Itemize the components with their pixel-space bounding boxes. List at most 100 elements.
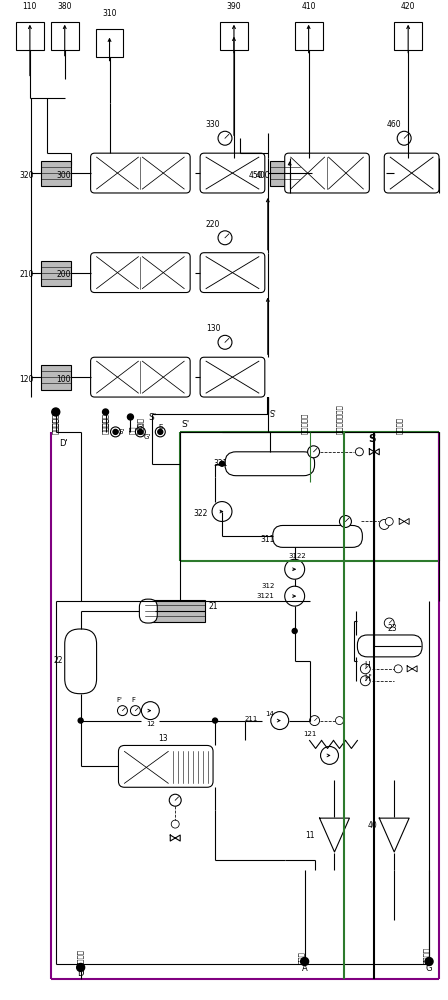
Circle shape — [425, 957, 433, 965]
Text: 211: 211 — [245, 716, 258, 722]
Text: 23: 23 — [388, 624, 397, 633]
Circle shape — [127, 414, 134, 420]
Circle shape — [397, 131, 411, 145]
FancyBboxPatch shape — [118, 745, 213, 787]
Circle shape — [52, 408, 60, 416]
FancyBboxPatch shape — [285, 153, 369, 193]
Text: 312: 312 — [261, 583, 275, 589]
Circle shape — [310, 716, 319, 726]
FancyBboxPatch shape — [90, 253, 190, 293]
Text: 低碳混合醇产品: 低碳混合醇产品 — [336, 404, 342, 434]
Text: H': H' — [364, 674, 372, 683]
Bar — [145, 600, 205, 622]
Text: D: D — [78, 969, 84, 978]
Bar — [270, 161, 300, 186]
Circle shape — [117, 706, 127, 716]
Circle shape — [138, 429, 143, 434]
Text: 120: 120 — [20, 375, 34, 384]
Circle shape — [292, 628, 297, 633]
Text: 330: 330 — [206, 120, 220, 129]
Text: 410: 410 — [302, 2, 316, 11]
Circle shape — [394, 665, 402, 673]
Text: 420: 420 — [401, 2, 415, 11]
Circle shape — [308, 446, 319, 458]
Circle shape — [285, 586, 305, 606]
FancyBboxPatch shape — [358, 635, 422, 657]
Text: G': G' — [117, 429, 125, 435]
Text: S': S' — [181, 420, 190, 429]
Circle shape — [321, 746, 339, 764]
Circle shape — [379, 519, 389, 529]
Text: 轻油副产品: 轻油副产品 — [301, 413, 308, 434]
Text: 稀醇产品: 稀醇产品 — [396, 417, 403, 434]
Circle shape — [384, 618, 394, 628]
Text: 火炬: 火炬 — [129, 425, 136, 434]
Circle shape — [218, 131, 232, 145]
Text: 390: 390 — [227, 2, 241, 11]
Text: 321: 321 — [214, 459, 228, 468]
Text: A: A — [302, 964, 307, 973]
Circle shape — [78, 718, 83, 723]
Circle shape — [220, 461, 224, 466]
Text: 14: 14 — [265, 711, 274, 717]
Circle shape — [218, 231, 232, 245]
Text: S': S' — [270, 410, 277, 419]
Text: 450: 450 — [248, 171, 263, 180]
Circle shape — [155, 427, 165, 437]
Circle shape — [340, 516, 351, 527]
FancyBboxPatch shape — [200, 253, 265, 293]
FancyBboxPatch shape — [200, 357, 265, 397]
Text: 出冷却剂: 出冷却剂 — [137, 417, 144, 434]
FancyBboxPatch shape — [139, 599, 157, 623]
Text: 300: 300 — [56, 171, 71, 180]
Bar — [394, 22, 422, 50]
Text: 进冷却剂: 进冷却剂 — [423, 947, 429, 964]
Circle shape — [355, 448, 363, 456]
Circle shape — [111, 427, 121, 437]
Circle shape — [218, 335, 232, 349]
Text: 130: 130 — [206, 324, 220, 333]
Text: 311: 311 — [260, 535, 275, 544]
Circle shape — [336, 717, 344, 725]
Text: 121: 121 — [303, 731, 316, 737]
Circle shape — [113, 429, 118, 434]
Circle shape — [103, 409, 108, 415]
Bar — [220, 22, 248, 50]
Text: 22: 22 — [53, 656, 63, 665]
Circle shape — [77, 963, 85, 971]
Text: G': G' — [143, 434, 151, 440]
Text: 210: 210 — [20, 270, 34, 279]
Text: 13: 13 — [159, 734, 168, 743]
Bar — [16, 22, 44, 50]
Bar — [51, 22, 79, 50]
Text: S': S' — [148, 413, 156, 422]
Text: 110: 110 — [23, 2, 37, 11]
Circle shape — [360, 664, 370, 674]
Text: 100: 100 — [56, 375, 71, 384]
Bar — [41, 161, 71, 186]
Text: 出冷却剂: 出冷却剂 — [102, 417, 109, 434]
Text: 3121: 3121 — [257, 593, 275, 599]
Text: H: H — [364, 661, 370, 670]
Circle shape — [212, 718, 218, 723]
FancyBboxPatch shape — [273, 525, 362, 547]
Text: 320: 320 — [19, 171, 34, 180]
Text: G': G' — [137, 424, 144, 430]
Bar — [41, 261, 71, 286]
Text: 21: 21 — [208, 602, 218, 611]
Circle shape — [271, 712, 289, 730]
FancyBboxPatch shape — [90, 357, 190, 397]
Text: 40: 40 — [367, 821, 377, 830]
Circle shape — [169, 794, 181, 806]
FancyBboxPatch shape — [384, 153, 439, 193]
Circle shape — [130, 706, 140, 716]
Circle shape — [171, 820, 179, 828]
Bar — [95, 29, 124, 57]
Text: 锅炉给水: 锅炉给水 — [78, 949, 84, 966]
Text: 原料气: 原料气 — [298, 952, 305, 964]
Text: 12: 12 — [146, 721, 155, 727]
Circle shape — [285, 559, 305, 579]
Text: 副产蒸汽: 副产蒸汽 — [52, 417, 59, 434]
Text: 副产蒸汽: 副产蒸汽 — [52, 413, 59, 430]
Circle shape — [301, 957, 309, 965]
